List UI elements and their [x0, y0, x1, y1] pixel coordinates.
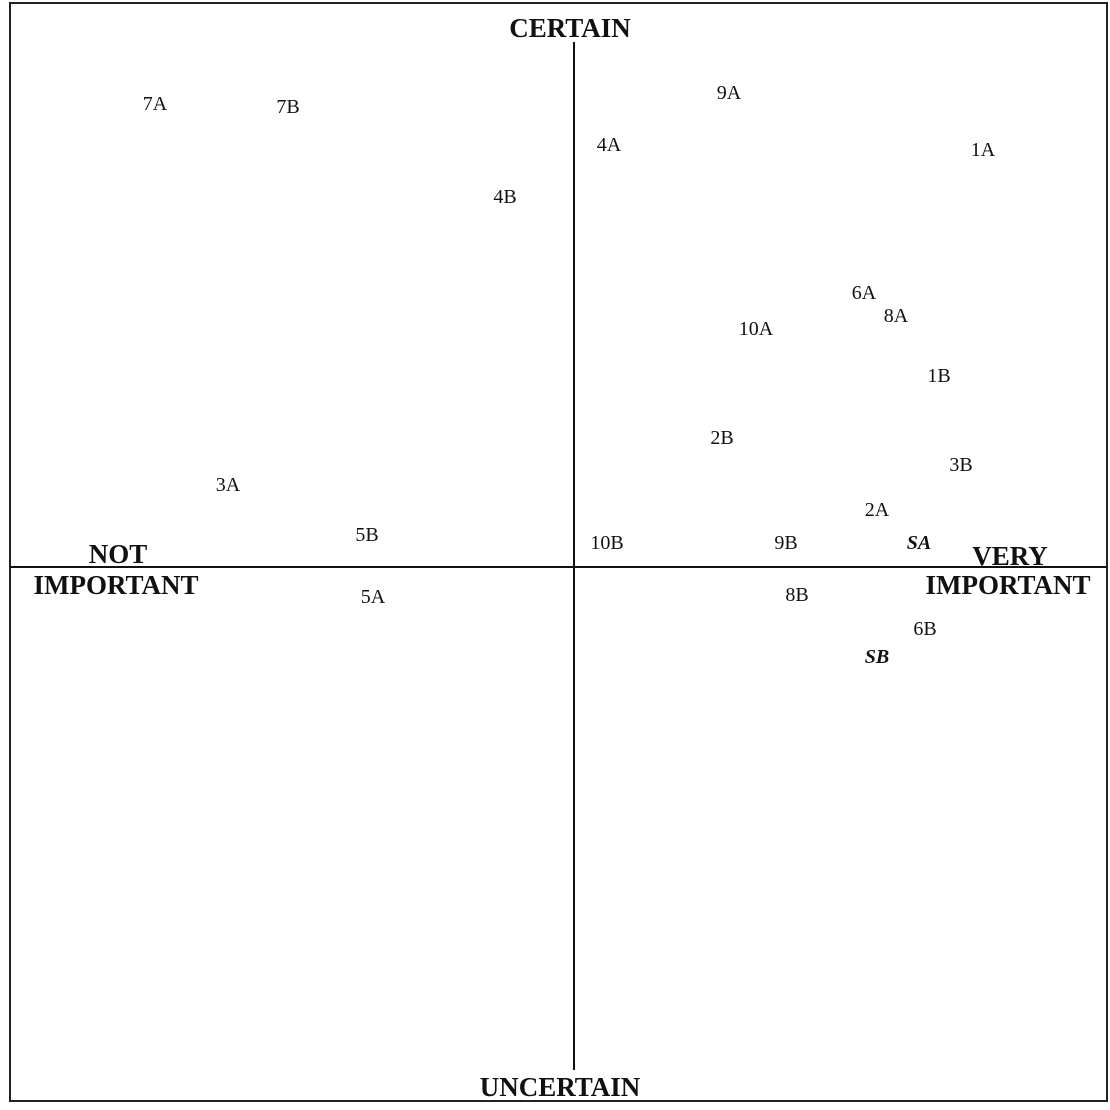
axis-label-top: CERTAIN — [509, 13, 631, 43]
point-label-1a: 1A — [971, 139, 996, 161]
point-label-4b: 4B — [493, 186, 516, 208]
axis-label-left-1: NOT — [89, 539, 148, 569]
point-label-7b: 7B — [276, 96, 299, 118]
point-label-4a: 4A — [597, 134, 622, 156]
point-label-1b: 1B — [927, 365, 950, 387]
point-label-7a: 7A — [143, 93, 168, 115]
axis-label-bottom: UNCERTAIN — [480, 1072, 641, 1102]
point-label-2b: 2B — [710, 427, 733, 449]
axis-label-left-2: IMPORTANT — [33, 570, 198, 600]
point-label-8b: 8B — [785, 584, 808, 606]
point-label-sa: SA — [907, 532, 931, 554]
frame — [9, 2, 1108, 1102]
axis-label-right-1: VERY — [972, 541, 1048, 571]
point-label-3a: 3A — [216, 474, 241, 496]
point-label-sb: SB — [865, 646, 889, 668]
axis-label-right-2: IMPORTANT — [925, 570, 1090, 600]
point-label-3b: 3B — [949, 454, 972, 476]
point-label-5b: 5B — [355, 524, 378, 546]
point-label-10b: 10B — [590, 532, 623, 554]
point-label-9b: 9B — [774, 532, 797, 554]
point-label-8a: 8A — [884, 305, 909, 327]
point-label-6a: 6A — [852, 282, 877, 304]
point-label-6b: 6B — [913, 618, 936, 640]
point-label-9a: 9A — [717, 82, 742, 104]
point-label-10a: 10A — [739, 318, 774, 340]
point-label-5a: 5A — [361, 586, 386, 608]
point-labels: 7A 7B 9A 4A 1A 4B 6A 8A 10A 1B 2B 3B 3A 2A 5B 10B 9B SA 5A… — [143, 82, 996, 668]
point-label-2a: 2A — [865, 499, 890, 521]
